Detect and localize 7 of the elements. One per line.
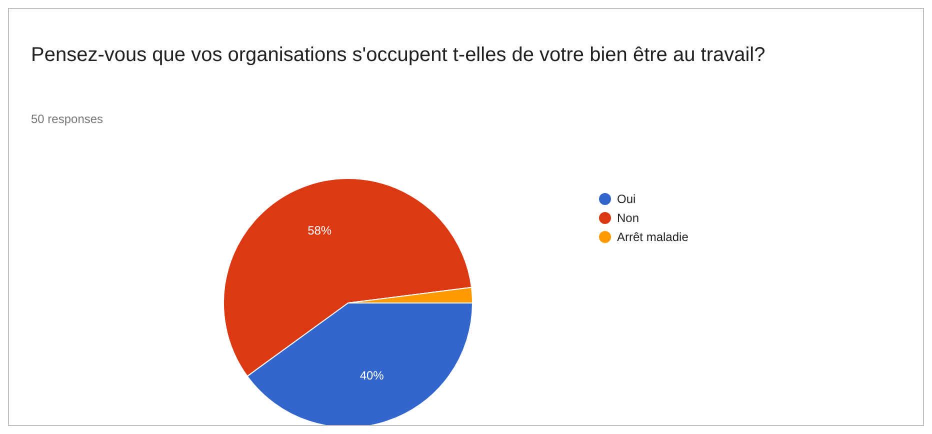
legend-label: Non [617,210,640,224]
chart-title: Pensez-vous que vos organisations s'occupent t-elles de votre bien être au travail? [31,43,766,68]
data-label: 40% [360,368,384,383]
legend-label: Oui [617,192,636,206]
data-label: 58% [308,224,332,238]
legend-label: Arrêt maladie [617,230,688,244]
text: 50 responses [31,112,104,126]
